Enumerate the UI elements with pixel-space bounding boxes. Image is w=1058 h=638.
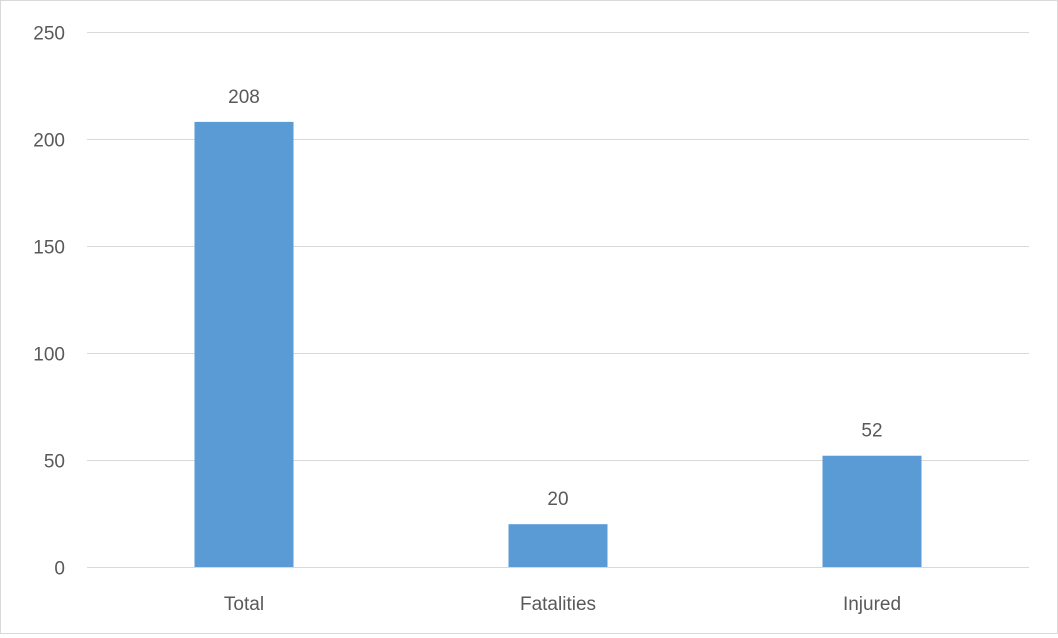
bar-total <box>194 121 294 567</box>
y-tick-label: 0 <box>54 559 65 580</box>
bars <box>194 121 922 567</box>
data-labels: 208 20 52 <box>228 87 882 510</box>
x-axis-category-labels: Total Fatalities Injured <box>224 594 901 615</box>
bar-injured <box>822 455 922 567</box>
x-category-label: Fatalities <box>520 594 596 615</box>
y-tick-label: 250 <box>33 24 65 45</box>
y-tick-label: 50 <box>44 452 65 473</box>
x-category-label: Total <box>224 594 264 615</box>
x-category-label: Injured <box>843 594 901 615</box>
y-axis-tick-labels: 0 50 100 150 200 250 <box>33 24 65 580</box>
bar-fatalities <box>508 524 608 567</box>
y-tick-label: 100 <box>33 345 65 366</box>
y-tick-label: 150 <box>33 238 65 259</box>
data-label: 208 <box>228 87 260 108</box>
data-label: 20 <box>547 489 568 510</box>
data-label: 52 <box>861 421 882 442</box>
y-tick-label: 200 <box>33 131 65 152</box>
